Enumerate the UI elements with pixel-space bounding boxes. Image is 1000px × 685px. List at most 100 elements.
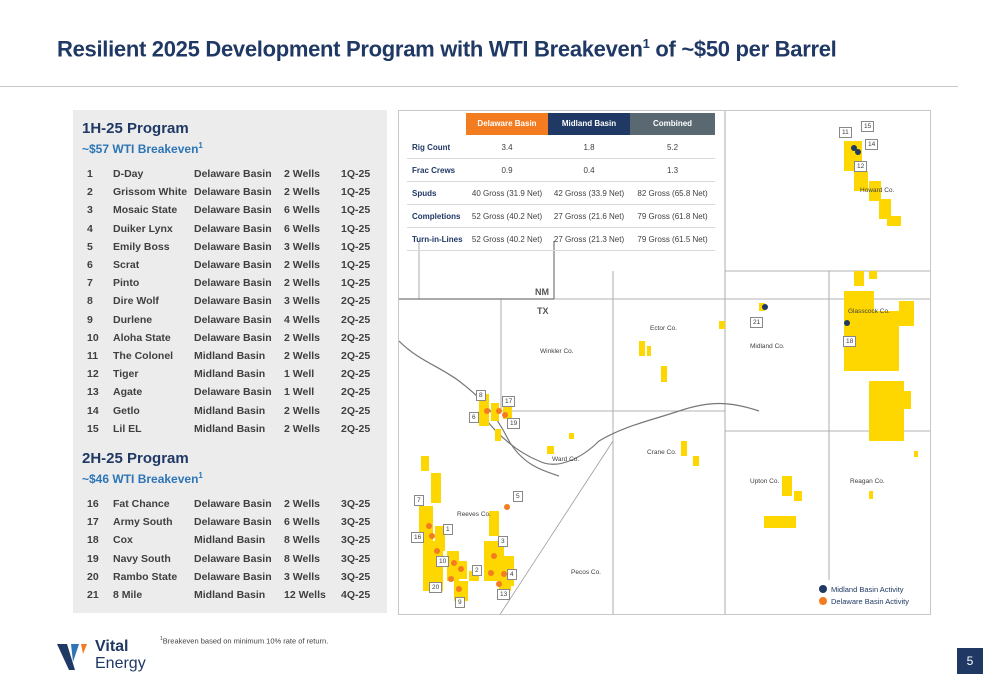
well-name: Agate: [113, 386, 143, 399]
well-quarter: 3Q-25: [341, 516, 371, 529]
well-row: 12 Tiger Midland Basin 1 Well 2Q-25: [73, 366, 387, 384]
stats-value-combined: 82 Gross (65.8 Net): [637, 189, 708, 198]
well-row: 8 Dire Wolf Delaware Basin 3 Wells 2Q-25: [73, 293, 387, 311]
county-label-glasscock: Glasscock Co.: [848, 308, 890, 315]
county-label-reagan: Reagan Co.: [850, 478, 885, 485]
well-row: 21 8 Mile Midland Basin 12 Wells 4Q-25: [73, 587, 387, 605]
well-name: Aloha State: [113, 331, 171, 344]
map-base: [399, 111, 930, 614]
permian-map: Delaware Basin Midland Basin Combined Ri…: [398, 110, 931, 615]
map-badge: 13: [497, 589, 511, 600]
well-number: 12: [87, 368, 99, 381]
well-quarter: 3Q-25: [341, 570, 371, 583]
well-quarter: 1Q-25: [341, 222, 371, 235]
stats-value-combined: 5.2: [666, 143, 679, 152]
well-row: 14 Getlo Midland Basin 2 Wells 2Q-25: [73, 403, 387, 421]
well-number: 4: [87, 222, 93, 235]
well-basin: Delaware Basin: [194, 204, 272, 217]
well-row: 10 Aloha State Delaware Basin 2 Wells 2Q-25: [73, 330, 387, 348]
well-quarter: 2Q-25: [341, 422, 371, 435]
well-basin: Delaware Basin: [194, 259, 272, 271]
well-count: 2 Wells: [284, 168, 320, 180]
well-name: The Colonel: [113, 350, 174, 362]
well-row: 1 D-Day Delaware Basin 2 Wells 1Q-25: [73, 166, 387, 184]
well-quarter: 2Q-25: [341, 368, 371, 381]
well-name: 8 Mile: [113, 589, 143, 601]
county-label-pecos: Pecos Co.: [571, 569, 601, 576]
stats-value-delaware: 40 Gross (31.9 Net): [471, 189, 543, 198]
map-badge: 6: [469, 412, 479, 423]
well-row: 20 Rambo State Delaware Basin 3 Wells 3Q-25: [73, 569, 387, 587]
well-row: 6 Scrat Delaware Basin 2 Wells 1Q-25: [73, 257, 387, 275]
stats-value-midland: 27 Gross (21.3 Net): [553, 235, 625, 244]
stats-label: Frac Crews: [412, 166, 456, 175]
well-name: Navy South: [113, 552, 171, 565]
map-badge: 8: [476, 390, 486, 401]
well-name: Army South: [113, 516, 173, 529]
well-count: 2 Wells: [284, 404, 320, 417]
well-row: 16 Fat Chance Delaware Basin 2 Wells 3Q-25: [73, 496, 387, 514]
well-quarter: 1Q-25: [341, 277, 371, 290]
well-quarter: 3Q-25: [341, 498, 371, 510]
page-number: 5: [957, 648, 983, 674]
county-label-reeves: Reeves Co.: [457, 511, 491, 518]
well-basin: Delaware Basin: [194, 277, 272, 290]
well-number: 5: [87, 240, 93, 253]
section-title-1h: 1H-25 Program: [82, 120, 189, 137]
map-legend: Midland Basin Activity Delaware Basin Ac…: [813, 580, 930, 614]
state-label-tx: TX: [537, 306, 549, 316]
well-count: 4 Wells: [284, 313, 320, 326]
well-basin: Delaware Basin: [194, 222, 272, 235]
well-quarter: 1Q-25: [341, 259, 371, 271]
well-name: Getlo: [113, 404, 140, 417]
page-title: Resilient 2025 Development Program with …: [57, 36, 837, 62]
stats-value-combined: 79 Gross (61.8 Net): [637, 212, 708, 221]
well-name: Emily Boss: [113, 240, 170, 253]
stats-label: Spuds: [412, 189, 437, 198]
well-name: Rambo State: [113, 570, 178, 583]
well-basin: Midland Basin: [194, 534, 266, 547]
stats-value-midland: 0.4: [583, 166, 595, 175]
well-name: Dire Wolf: [113, 295, 159, 308]
well-name: Scrat: [113, 259, 140, 271]
map-badge: 2: [472, 565, 482, 576]
well-number: 9: [87, 313, 93, 326]
well-count: 3 Wells: [284, 240, 320, 253]
stats-row: Completions 52 Gross (40.2 Net) 27 Gross (…: [407, 205, 715, 228]
county-label-howard: Howard Co.: [860, 187, 895, 194]
map-badge: 3: [498, 536, 508, 547]
stats-header-midland: Midland Basin: [548, 113, 630, 135]
well-number: 3: [87, 204, 93, 217]
state-label-nm: NM: [535, 287, 549, 297]
well-row: 2 Grissom White Delaware Basin 2 Wells 1Q-25: [73, 184, 387, 202]
well-row: 4 Duiker Lynx Delaware Basin 6 Wells 1Q-25: [73, 221, 387, 239]
logo-mark-icon: [57, 644, 87, 670]
well-name: Grissom White: [113, 186, 188, 199]
stats-value-midland: 27 Gross (21.6 Net): [553, 212, 625, 221]
stats-label: Turn-in-Lines: [412, 235, 463, 244]
map-badge: 15: [861, 121, 875, 132]
stats-value-delaware: 52 Gross (40.2 Net): [471, 212, 543, 221]
well-row: 18 Cox Midland Basin 8 Wells 3Q-25: [73, 532, 387, 550]
map-badge: 18: [843, 336, 857, 347]
map-badge: 21: [750, 317, 764, 328]
stats-header-combined: Combined: [630, 113, 715, 135]
well-count: 8 Wells: [284, 534, 320, 547]
well-count: 8 Wells: [284, 552, 320, 565]
well-name: Cox: [113, 534, 133, 547]
program-panel: 1H-25 Program ~$57 WTI Breakeven1 1 D-Day…: [73, 110, 387, 613]
well-count: 1 Well: [284, 368, 315, 381]
well-count: 2 Wells: [284, 277, 320, 290]
well-name: Pinto: [113, 277, 140, 290]
map-badge: 14: [865, 139, 879, 150]
legend-dot-delaware: [819, 597, 827, 605]
well-number: 7: [87, 277, 93, 290]
stats-value-midland: 42 Gross (33.9 Net): [553, 189, 625, 198]
legend-dot-midland: [819, 585, 827, 593]
well-row: 9 Durlene Delaware Basin 4 Wells 2Q-25: [73, 312, 387, 330]
well-basin: Delaware Basin: [194, 295, 272, 308]
county-label-ector: Ector Co.: [650, 325, 678, 332]
well-count: 2 Wells: [284, 350, 320, 362]
section-subtitle-1h: ~$57 WTI Breakeven1: [82, 141, 203, 156]
well-quarter: 2Q-25: [341, 386, 371, 399]
